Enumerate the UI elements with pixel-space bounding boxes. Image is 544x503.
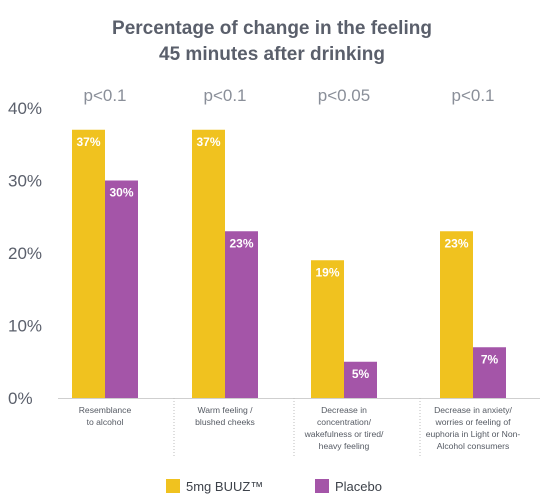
x-category-label: to alcohol <box>87 417 124 427</box>
bar-value-label: 37% <box>196 135 220 149</box>
x-category-label: worries or feeling of <box>435 417 512 427</box>
bar <box>473 347 506 398</box>
bar <box>440 231 473 398</box>
p-value-label: p<0.1 <box>83 86 126 105</box>
x-category-label: Decrease in <box>321 405 367 415</box>
x-category-label: euphoria in Light or Non- <box>426 429 521 439</box>
bar-value-label: 37% <box>76 135 100 149</box>
x-category-label: blushed cheeks <box>195 417 255 427</box>
bar <box>192 129 225 398</box>
bar-value-label: 5% <box>352 367 370 381</box>
bar <box>105 180 138 398</box>
legend-swatch <box>315 479 329 493</box>
x-category-label: Resemblance <box>79 405 132 415</box>
legend-label: Placebo <box>335 479 382 494</box>
y-tick-label: 40% <box>8 99 42 118</box>
bar <box>311 260 344 398</box>
bar-value-label: 7% <box>481 352 499 366</box>
bar <box>72 129 105 398</box>
x-category-label: heavy feeling <box>319 441 370 451</box>
x-category-label: concentration/ <box>317 417 372 427</box>
y-tick-label: 10% <box>8 317 42 336</box>
y-tick-label: 20% <box>8 244 42 263</box>
x-category-label: Alcohol consumers <box>437 441 510 451</box>
bar <box>225 231 258 398</box>
bar-value-label: 23% <box>444 236 468 250</box>
bar <box>344 361 377 398</box>
chart-title: Percentage of change in the feeling <box>112 18 432 39</box>
legend-label: 5mg BUUZ™ <box>186 479 263 494</box>
bar-value-label: 19% <box>315 265 339 279</box>
y-tick-label: 0% <box>8 389 33 408</box>
x-category-label: Warm feeling / <box>197 405 253 415</box>
bar-value-label: 23% <box>229 236 253 250</box>
x-category-label: wakefulness or tired/ <box>304 429 384 439</box>
p-value-label: p<0.1 <box>451 86 494 105</box>
p-value-label: p<0.05 <box>318 86 370 105</box>
bar-value-label: 30% <box>109 186 133 200</box>
chart-subtitle: 45 minutes after drinking <box>159 44 385 65</box>
p-value-label: p<0.1 <box>203 86 246 105</box>
x-category-label: Decrease in anxiety/ <box>434 405 512 415</box>
legend-swatch <box>166 479 180 493</box>
y-tick-label: 30% <box>8 172 42 191</box>
